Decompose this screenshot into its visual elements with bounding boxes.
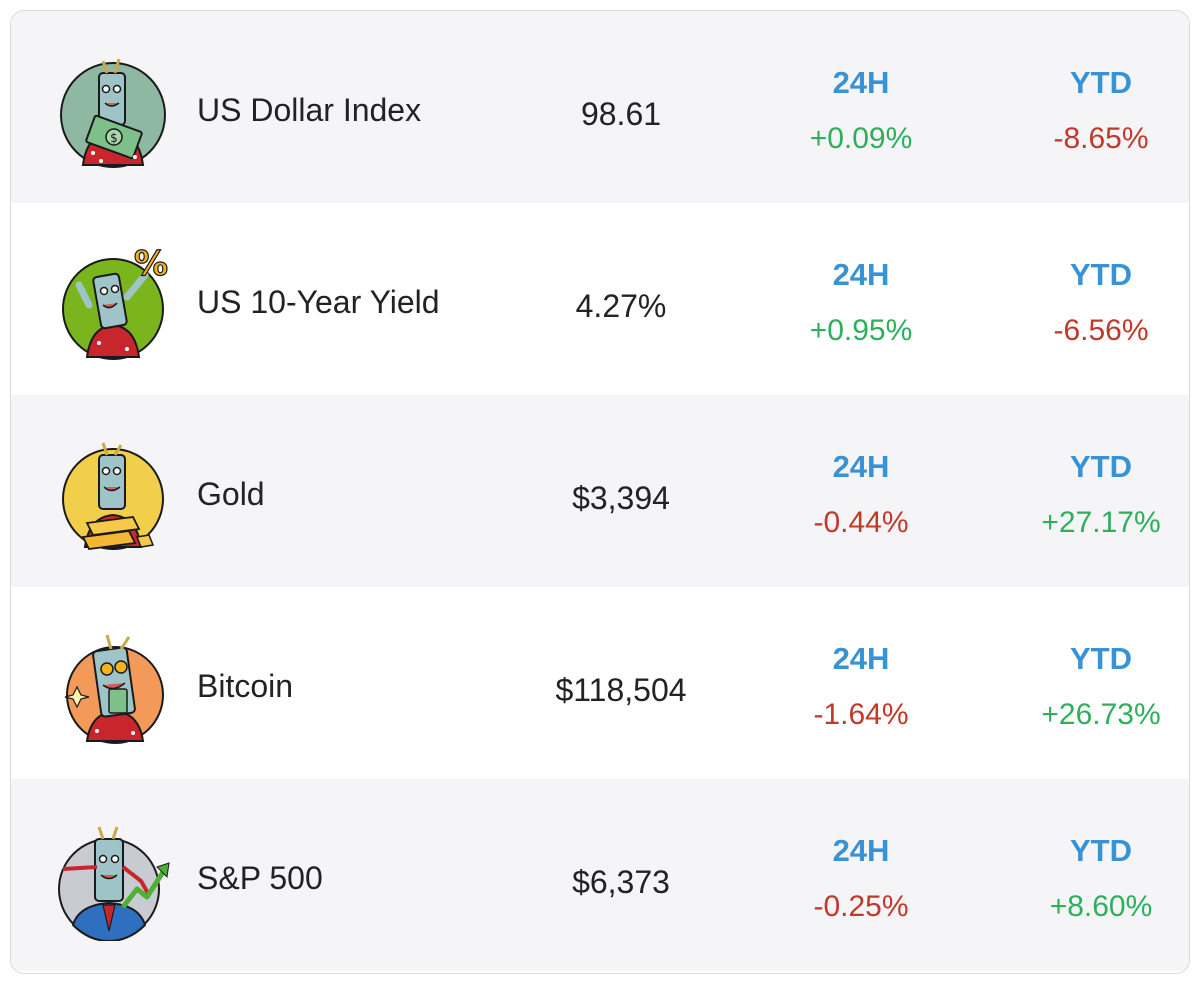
change-24h-value: -0.25% <box>813 890 909 923</box>
asset-name: US Dollar Index <box>197 92 422 128</box>
change-24h-value: -1.64% <box>813 698 909 731</box>
change-24h-value: +0.95% <box>809 314 913 347</box>
change-ytd-value: -8.65% <box>1053 122 1149 155</box>
asset-row-sp-500[interactable]: S&P 500 $6,373 24H -0.25% YTD +8.60% <box>11 779 1189 971</box>
asset-row-us-10-year-yield[interactable]: % US 10-Year Yield 4.27% 24H +0.95% YTD … <box>11 203 1189 395</box>
change-ytd-label: YTD <box>1070 65 1132 100</box>
asset-price: 98.61 <box>580 96 662 132</box>
asset-row-gold[interactable]: Gold $3,394 24H -0.44% YTD +27.17% <box>11 395 1189 587</box>
change-ytd-label: YTD <box>1070 257 1132 292</box>
asset-name: Bitcoin <box>197 668 294 704</box>
change-ytd-value: +26.73% <box>1041 698 1161 731</box>
change-ytd-value: +27.17% <box>1041 506 1161 539</box>
asset-row-bitcoin[interactable]: Bitcoin $118,504 24H -1.64% YTD +26.73% <box>11 587 1189 779</box>
change-24h-label: 24H <box>832 65 890 100</box>
bitcoin-mascot-icon <box>53 629 173 749</box>
asset-row-us-dollar-index[interactable]: $ US Dollar Index 98.61 24H +0.09% YTD -… <box>11 11 1189 203</box>
change-ytd-label: YTD <box>1070 641 1132 676</box>
change-24h-value: -0.44% <box>813 506 909 539</box>
svg-text:%: % <box>134 245 168 284</box>
stock-chart-mascot-icon <box>53 821 173 941</box>
percent-sign-mascot-icon: % <box>53 245 173 365</box>
asset-price: $118,504 <box>555 672 687 708</box>
dollar-bill-mascot-icon: $ <box>53 53 173 173</box>
asset-name: US 10-Year Yield <box>197 284 440 320</box>
asset-name: Gold <box>197 476 265 512</box>
gold-bars-mascot-icon <box>53 437 173 557</box>
svg-text:$: $ <box>110 131 118 145</box>
change-ytd-label: YTD <box>1070 833 1132 868</box>
asset-price: $3,394 <box>572 480 670 516</box>
asset-price: $6,373 <box>572 864 670 900</box>
change-24h-label: 24H <box>832 833 890 868</box>
asset-price: 4.27% <box>575 288 667 324</box>
change-ytd-value: +8.60% <box>1049 890 1153 923</box>
change-ytd-value: -6.56% <box>1053 314 1149 347</box>
market-overview-card: $ US Dollar Index 98.61 24H +0.09% YTD -… <box>10 10 1190 974</box>
change-24h-label: 24H <box>832 449 890 484</box>
change-24h-value: +0.09% <box>809 122 913 155</box>
change-ytd-label: YTD <box>1070 449 1132 484</box>
asset-name: S&P 500 <box>197 860 323 896</box>
change-24h-label: 24H <box>832 257 890 292</box>
change-24h-label: 24H <box>832 641 890 676</box>
